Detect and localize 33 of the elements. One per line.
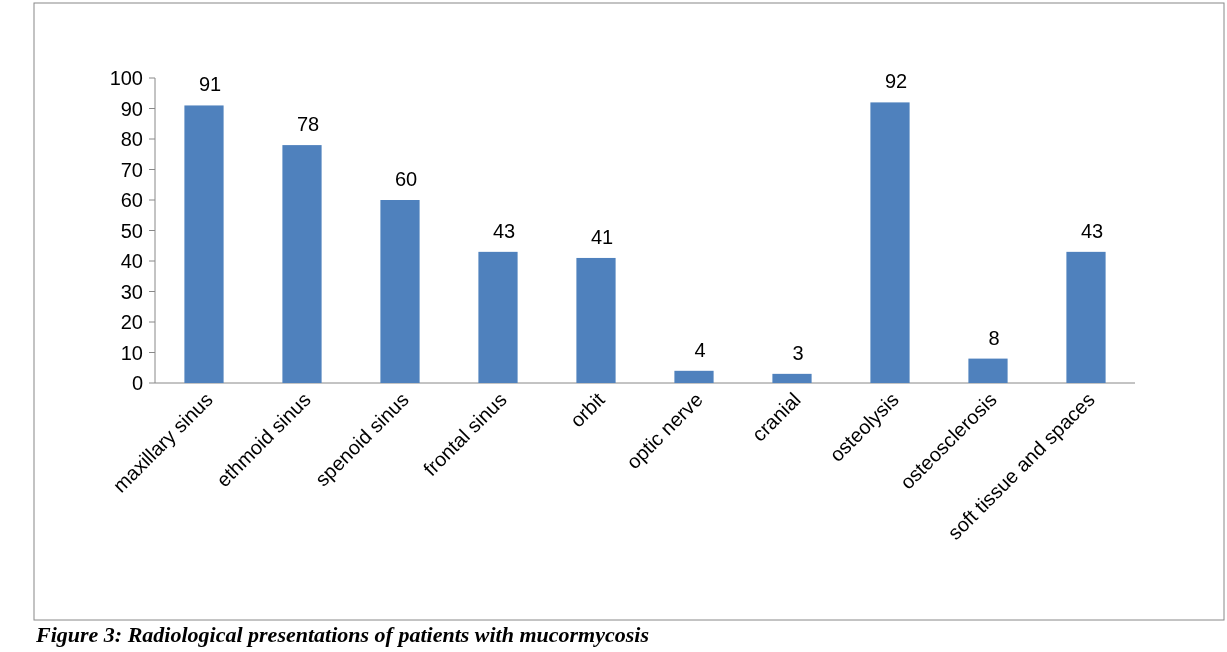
bar — [968, 358, 1008, 383]
data-label: 43 — [1080, 219, 1104, 242]
y-tick-label: 100 — [109, 67, 143, 89]
y-tick-label: 80 — [120, 128, 143, 150]
bar — [674, 370, 714, 383]
bar — [478, 251, 518, 383]
data-label: 41 — [590, 225, 614, 248]
data-label: 3 — [792, 341, 804, 364]
y-tick-label: 60 — [120, 189, 143, 211]
bar — [576, 257, 616, 383]
data-label: 43 — [492, 219, 516, 242]
data-label: 91 — [198, 73, 222, 96]
bar — [1066, 251, 1106, 383]
caption: Figure 3: Radiological presentations of patients with mucormycosis — [35, 622, 649, 647]
bar — [380, 200, 420, 383]
bar — [870, 102, 910, 383]
data-label: 60 — [394, 168, 418, 190]
y-tick-label: 0 — [131, 372, 143, 394]
y-tick-label: 30 — [120, 280, 143, 303]
x-tick-label: orbit — [565, 387, 610, 432]
y-tick-label: 10 — [120, 341, 143, 364]
y-tick-label: 70 — [120, 158, 143, 181]
y-tick-label: 50 — [120, 219, 143, 242]
y-tick-label: 90 — [120, 97, 143, 120]
data-label: 8 — [988, 326, 1000, 349]
data-label: 78 — [296, 113, 320, 136]
bar — [772, 373, 812, 383]
bar — [184, 105, 224, 383]
bar — [282, 145, 322, 383]
y-tick-label: 40 — [120, 250, 143, 272]
data-label: 92 — [884, 70, 908, 93]
y-tick-label: 20 — [120, 311, 143, 333]
data-label: 4 — [694, 338, 706, 361]
